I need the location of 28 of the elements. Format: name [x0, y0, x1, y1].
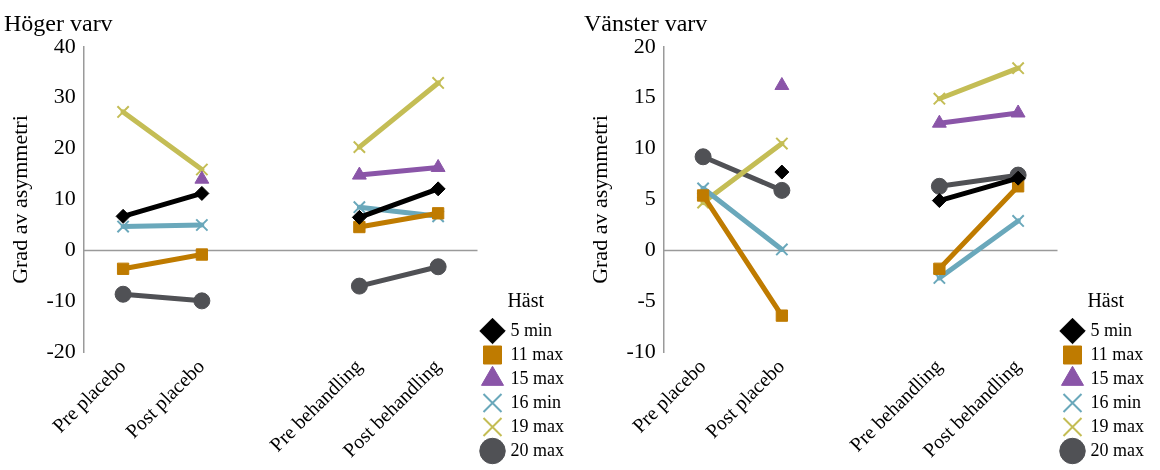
- legend-label: 11 max: [510, 343, 564, 364]
- y-tick-label: 30: [53, 83, 76, 109]
- legend-label: 11 max: [1090, 343, 1144, 364]
- y-tick-label: 0: [644, 236, 656, 262]
- legend-label: 16 min: [1090, 391, 1142, 412]
- legend-title: Häst: [507, 289, 545, 312]
- legend-label: 15 max: [1090, 367, 1145, 388]
- y-tick-label: -10: [626, 338, 656, 364]
- legend-label: 5 min: [1090, 319, 1133, 340]
- legend-label: 5 min: [510, 319, 553, 340]
- y-tick-label: 5: [644, 185, 656, 211]
- legend-label: 16 min: [510, 391, 562, 412]
- y-tick-label: -5: [637, 287, 656, 313]
- y-axis-title: Grad av asymmetri: [6, 115, 32, 284]
- y-tick-label: 15: [633, 83, 656, 109]
- legend-label: 19 max: [510, 415, 565, 436]
- y-tick-label: 10: [53, 185, 76, 211]
- legend-label: 19 max: [1090, 415, 1145, 436]
- legend-title: Häst: [1087, 289, 1125, 312]
- y-tick-label: 0: [64, 236, 76, 262]
- y-axis-title: Grad av asymmetri: [586, 115, 612, 284]
- y-tick-label: 20: [53, 134, 76, 160]
- y-tick-label: 10: [633, 134, 656, 160]
- legend-label: 20 max: [1090, 439, 1145, 460]
- legend-label: 15 max: [510, 367, 565, 388]
- legend-label: 20 max: [510, 439, 565, 460]
- y-tick-label: -10: [46, 287, 76, 313]
- y-tick-label: -20: [46, 338, 76, 364]
